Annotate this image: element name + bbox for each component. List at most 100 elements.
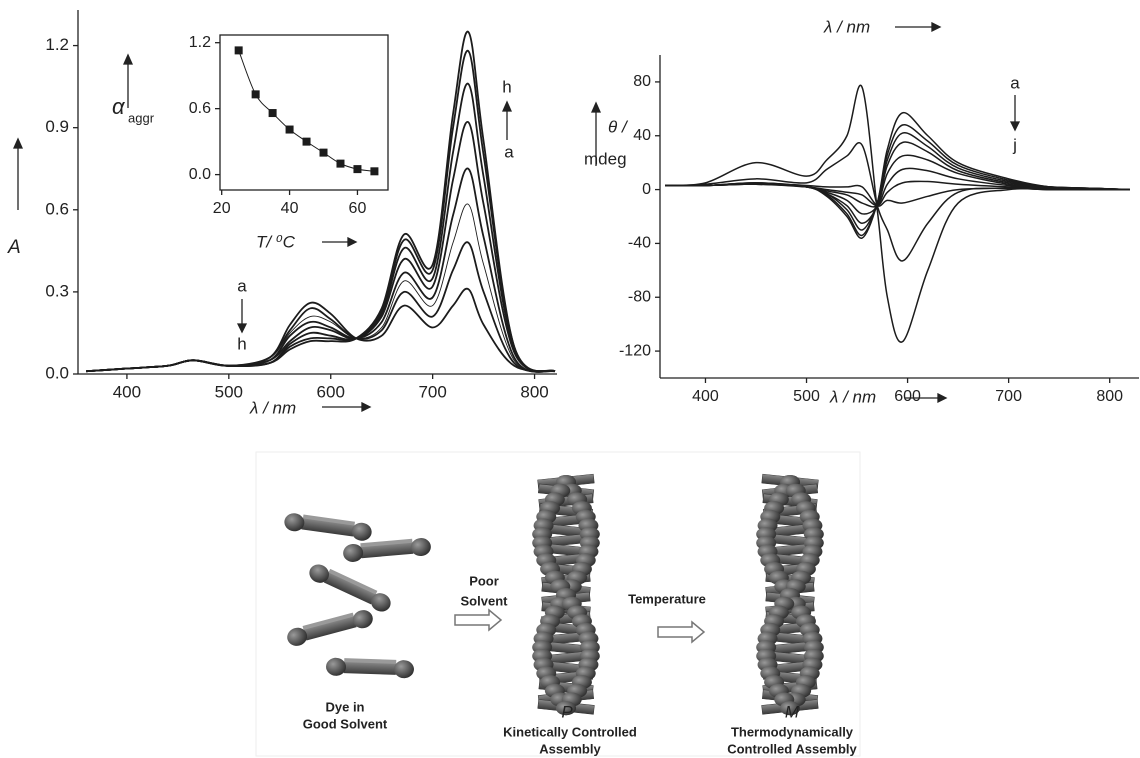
annotation: j [1012, 135, 1017, 154]
y-tick-label: -120 [619, 342, 651, 359]
x-axis-label: λ / nm [829, 387, 876, 406]
data-point [319, 148, 328, 157]
scheme-label: Thermodynamically [731, 724, 854, 739]
dye-molecule [326, 657, 414, 679]
helix-ball [556, 701, 576, 716]
dye-end [352, 610, 373, 629]
plot-frame [219, 34, 389, 191]
scheme-frame [255, 451, 861, 757]
process-arrow [454, 608, 503, 632]
dye-core [303, 615, 357, 641]
x-axis-label: T/ ⁰C [256, 232, 296, 251]
y-tick-label: 0.9 [45, 117, 69, 136]
annotation: a [237, 276, 247, 295]
dye-end [393, 660, 414, 679]
x-axis-label: λ / nm [249, 398, 296, 417]
scheme-label: Assembly [539, 741, 601, 756]
x-tick-label: 700 [418, 382, 446, 401]
scheme-label: Kinetically Controlled [503, 724, 637, 739]
y-tick-label: -40 [628, 235, 651, 252]
dye-end [351, 522, 372, 541]
annotation: a [504, 142, 514, 161]
x-tick-label: 400 [692, 388, 719, 405]
spectrum-line [665, 84, 1130, 343]
y-axis-label-sub: aggr [128, 110, 155, 125]
spectrum-line [665, 142, 1130, 262]
dye-core [343, 661, 397, 675]
spectrum-line [665, 132, 1130, 231]
x-tick-label: 500 [215, 382, 243, 401]
y-tick-label: 0.6 [45, 199, 69, 218]
data-point [353, 165, 362, 174]
dye-molecule [343, 538, 431, 562]
dye-molecule [287, 610, 373, 646]
spectrum-line [665, 112, 1130, 239]
spectrum-line [665, 182, 1130, 207]
arrows [12, 21, 1021, 413]
scheme-label: Good Solvent [303, 716, 388, 731]
data-point [336, 159, 345, 168]
dye-molecule [309, 564, 391, 612]
dye-end [287, 627, 308, 646]
dye-molecule [284, 513, 372, 541]
scheme-label: Solvent [461, 593, 509, 608]
process-arrow [657, 620, 706, 644]
x-tick-label: 800 [1096, 388, 1123, 405]
y-tick-label: 40 [633, 127, 651, 144]
annotation: h [237, 334, 246, 353]
dye-end [343, 543, 364, 562]
data-point [302, 137, 311, 146]
x-tick-label: 60 [349, 200, 367, 217]
y-tick-label: 0.3 [45, 281, 69, 300]
y-tick-label: 1.2 [45, 35, 69, 54]
spectrum-line [86, 241, 556, 373]
scheme-art [284, 473, 824, 716]
data-point [234, 46, 243, 55]
dye-core-top [302, 612, 354, 630]
scheme-label: M [785, 702, 800, 721]
data-point [251, 90, 260, 99]
dye-core-top [328, 568, 378, 595]
spectrum-line [665, 180, 1130, 207]
data-point [285, 125, 294, 134]
annotation: a [1010, 73, 1020, 92]
x-tick-label: 40 [281, 200, 299, 217]
y-axis-label: A [7, 237, 21, 258]
scheme-label: Controlled Assembly [727, 741, 857, 756]
dye-core [301, 517, 355, 537]
y-axis-label: α [112, 94, 126, 119]
dye-end [284, 513, 305, 532]
x-tick-label: 600 [894, 388, 921, 405]
y-tick-label: 0.6 [189, 100, 211, 117]
dye-core-top [302, 514, 355, 526]
spectrum-line [86, 203, 556, 373]
annotation: h [502, 77, 511, 96]
scheme-label: Poor [469, 573, 499, 588]
spectrum-line [665, 167, 1130, 208]
y-tick-label: 0.0 [189, 166, 211, 183]
x-tick-label: 600 [317, 382, 345, 401]
y-tick-label: 80 [633, 73, 651, 90]
dye-end [410, 538, 431, 557]
dye-core-top [344, 658, 397, 664]
scheme-label: Temperature [628, 591, 706, 606]
dye-end [370, 593, 391, 612]
y-tick-label: 0 [642, 181, 651, 198]
x-tick-label: 500 [793, 388, 820, 405]
x-tick-label: 20 [213, 200, 231, 217]
data-point [370, 167, 379, 176]
y-tick-label: -80 [628, 288, 651, 305]
spectrum-line [665, 141, 1130, 224]
spectrum-line [86, 30, 556, 373]
helix-ball [780, 701, 800, 716]
x-tick-label: 700 [995, 388, 1022, 405]
spectrum-line [86, 287, 556, 373]
y-axis-label: θ / [608, 117, 629, 136]
x-tick-label: 400 [113, 382, 141, 401]
fit-line [238, 50, 375, 172]
dye-core-top [360, 538, 413, 548]
dye-core [323, 571, 377, 605]
data-point [268, 109, 277, 118]
dye-end [326, 657, 347, 676]
